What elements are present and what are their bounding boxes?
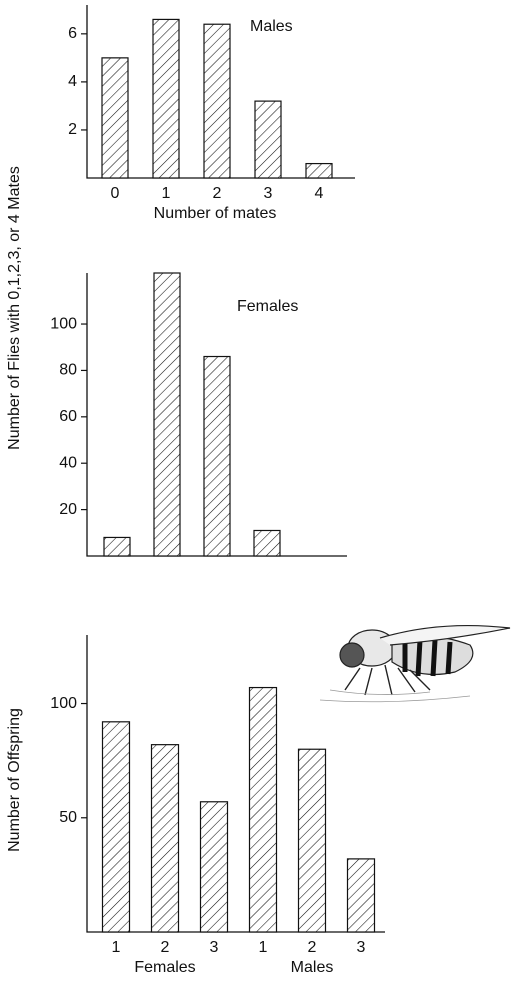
y-tick-label: 40 xyxy=(59,454,77,471)
y-tick-label: 100 xyxy=(50,695,77,712)
x-tick-label: 1 xyxy=(259,939,268,956)
x-tick-label: 4 xyxy=(315,185,324,202)
bar xyxy=(201,802,228,932)
x-tick-label: 3 xyxy=(357,939,366,956)
group-label: Males xyxy=(291,959,334,976)
axis-line xyxy=(87,635,385,932)
bar xyxy=(204,357,230,556)
bar xyxy=(104,537,130,556)
bar xyxy=(299,749,326,932)
chart-annotation: Females xyxy=(237,298,298,315)
bar xyxy=(102,58,128,178)
bar xyxy=(152,745,179,932)
fly-illustration xyxy=(320,626,510,702)
x-tick-label: 0 xyxy=(111,185,120,202)
y-tick-label: 100 xyxy=(50,315,77,332)
x-tick-label: 1 xyxy=(162,185,171,202)
y-tick-label: 6 xyxy=(68,25,77,42)
chart-annotation: Males xyxy=(250,18,293,35)
bar xyxy=(204,24,230,178)
x-tick-label: 3 xyxy=(210,939,219,956)
bar xyxy=(153,19,179,178)
bar xyxy=(103,722,130,932)
bar xyxy=(250,688,277,932)
x-tick-label: 1 xyxy=(112,939,121,956)
y-tick-label: 60 xyxy=(59,408,77,425)
x-tick-label: 2 xyxy=(213,185,222,202)
bar xyxy=(348,859,375,932)
bar xyxy=(255,101,281,178)
figure: 2 4 6 Males 0 1 2 3 4 Number of mates Number of Fl… xyxy=(0,0,515,982)
bar xyxy=(306,164,332,178)
y-tick-label: 50 xyxy=(59,809,77,826)
x-axis-label: Number of mates xyxy=(154,205,277,222)
y-tick-label: 20 xyxy=(59,501,77,518)
bar xyxy=(154,273,180,556)
y-tick-label: 4 xyxy=(68,73,77,90)
y-tick-label: 80 xyxy=(59,362,77,379)
x-tick-label: 3 xyxy=(264,185,273,202)
y-axis-label: Number of Offspring xyxy=(6,708,23,852)
y-tick-label: 2 xyxy=(68,121,77,138)
y-axis-label: Number of Flies with 0,1,2,3, or 4 Mates xyxy=(6,166,23,450)
x-tick-label: 2 xyxy=(308,939,317,956)
x-tick-label: 2 xyxy=(161,939,170,956)
group-label: Females xyxy=(134,959,195,976)
bar xyxy=(254,530,280,556)
